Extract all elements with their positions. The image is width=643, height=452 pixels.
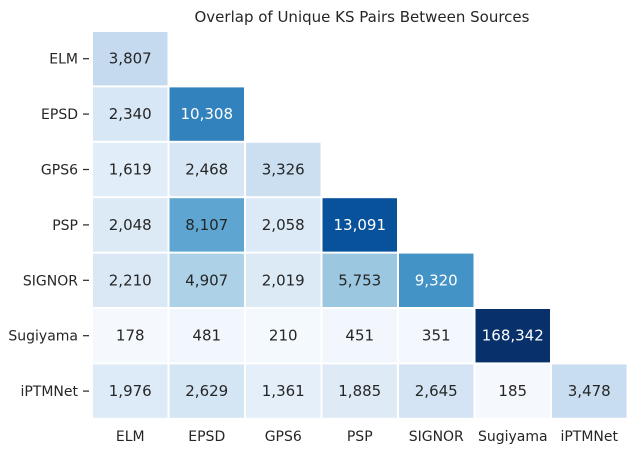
cell-value-label: 1,619 — [109, 161, 152, 179]
heatmap-cell-SIGNOR-SIGNOR — [399, 253, 474, 307]
y-axis: ELM EPSD GPS6 PSP SIGNOR Sugiyama iPTMNet — [8, 52, 89, 400]
cell-value-label: 2,019 — [262, 271, 305, 289]
cell-value-label: 3,326 — [262, 161, 305, 179]
x-tick-label-psp: PSP — [347, 429, 373, 445]
heatmap-cell-iPTMNet-iPTMNet — [552, 364, 627, 418]
heatmap-cell-GPS6-ELM — [93, 142, 168, 197]
heatmap-cell-SIGNOR-PSP — [322, 253, 397, 307]
heatmap-cells: 3,807 2,340 10,308 1,619 2,468 3,326 2,048 8,10… — [93, 32, 627, 418]
heatmap-cell-SIGNOR-ELM — [93, 253, 168, 307]
cell-value-label: 13,091 — [334, 216, 387, 234]
cell-value-label: 3,478 — [568, 382, 611, 400]
heatmap-cell-Sugiyama-ELM — [93, 309, 168, 363]
heatmap-cell-SIGNOR-EPSD — [169, 253, 244, 307]
cell-value-label: 2,340 — [109, 105, 152, 123]
x-tick-label-sugiyama: Sugiyama — [478, 429, 548, 445]
cell-value-label: 10,308 — [181, 105, 234, 123]
y-tick-label-signor: SIGNOR — [23, 273, 78, 289]
cell-value-label: 3,807 — [109, 50, 152, 68]
x-tick-label-iptmnet: iPTMNet — [560, 429, 618, 445]
heatmap-cell-iPTMNet-ELM — [93, 364, 168, 418]
cell-value-label: 8,107 — [185, 216, 228, 234]
x-tick-label-epsd: EPSD — [188, 429, 225, 445]
heatmap-cell-EPSD-EPSD — [169, 87, 244, 141]
cell-value-label: 9,320 — [415, 271, 458, 289]
heatmap-cell-Sugiyama-EPSD — [169, 309, 244, 363]
x-tick-label-gps6: GPS6 — [265, 429, 302, 445]
heatmap-cell-Sugiyama-Sugiyama — [475, 309, 550, 363]
heatmap-cell-PSP-ELM — [93, 198, 168, 252]
heatmap-cell-GPS6-GPS6 — [246, 142, 321, 197]
cell-value-label: 481 — [192, 327, 221, 345]
heatmap-cell-Sugiyama-GPS6 — [246, 309, 321, 363]
heatmap-cell-GPS6-EPSD — [169, 142, 244, 197]
cell-value-label: 4,907 — [185, 271, 228, 289]
y-tick-label-gps6: GPS6 — [41, 163, 78, 179]
heatmap-cell-Sugiyama-PSP — [322, 309, 397, 363]
x-axis: ELM EPSD GPS6 PSP SIGNOR Sugiyama iPTMNet — [116, 429, 619, 445]
cell-value-label: 2,210 — [109, 271, 152, 289]
cell-value-label: 2,629 — [185, 382, 228, 400]
y-tick-label-sugiyama: Sugiyama — [8, 329, 78, 345]
heatmap-cell-iPTMNet-EPSD — [169, 364, 244, 418]
y-tick-label-elm: ELM — [49, 52, 78, 68]
cell-value-label: 168,342 — [482, 327, 544, 345]
heatmap-cell-iPTMNet-Sugiyama — [475, 364, 550, 418]
heatmap-cell-iPTMNet-GPS6 — [246, 364, 321, 418]
heatmap-cell-SIGNOR-GPS6 — [246, 253, 321, 307]
cell-value-label: 451 — [345, 327, 374, 345]
y-tick-label-epsd: EPSD — [41, 107, 78, 123]
chart-title: Overlap of Unique KS Pairs Between Sourc… — [195, 8, 530, 26]
cell-value-label: 2,048 — [109, 216, 152, 234]
x-tick-label-elm: ELM — [116, 429, 145, 445]
cell-value-label: 2,058 — [262, 216, 305, 234]
cell-value-label: 351 — [422, 327, 451, 345]
y-tick-label-psp: PSP — [52, 218, 78, 234]
heatmap-cell-iPTMNet-PSP — [322, 364, 397, 418]
heatmap-cell-Sugiyama-SIGNOR — [399, 309, 474, 363]
heatmap-cell-EPSD-ELM — [93, 87, 168, 141]
heatmap-cell-PSP-PSP — [322, 198, 397, 252]
cell-value-label: 178 — [116, 327, 145, 345]
heatmap-cell-PSP-GPS6 — [246, 198, 321, 252]
cell-value-label: 1,976 — [109, 382, 152, 400]
cell-value-label: 210 — [269, 327, 298, 345]
heatmap-cell-ELM-ELM — [93, 32, 168, 86]
heatmap-cell-iPTMNet-SIGNOR — [399, 364, 474, 418]
cell-value-label: 2,468 — [185, 161, 228, 179]
x-tick-label-signor: SIGNOR — [409, 429, 464, 445]
y-tick-label-iptmnet: iPTMNet — [20, 384, 78, 400]
cell-value-label: 1,361 — [262, 382, 305, 400]
heatmap-cell-PSP-EPSD — [169, 198, 244, 252]
cell-value-label: 2,645 — [415, 382, 458, 400]
cell-value-label: 1,885 — [338, 382, 381, 400]
cell-value-label: 5,753 — [338, 271, 381, 289]
cell-value-label: 185 — [498, 382, 527, 400]
